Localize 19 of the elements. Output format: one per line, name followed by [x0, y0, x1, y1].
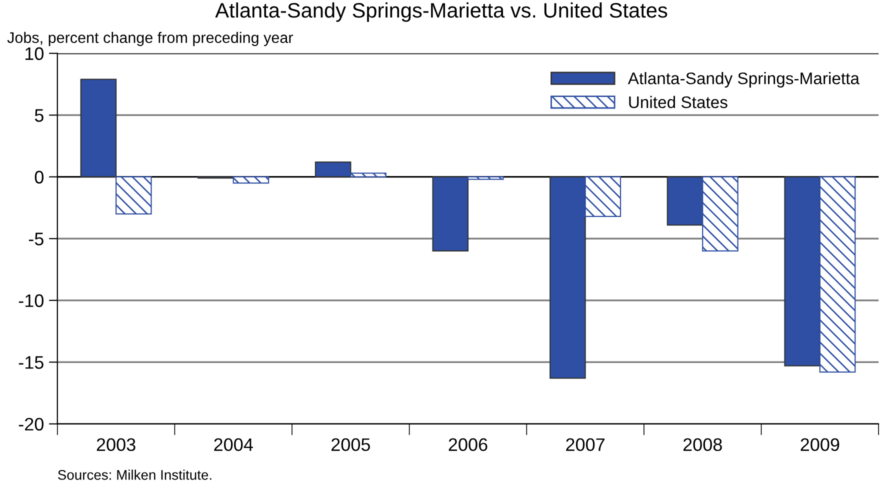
x-tick-label: 2006	[448, 438, 488, 452]
y-tick-label: 10	[25, 47, 44, 60]
legend-label: Atlanta-Sandy Springs-Marietta	[628, 72, 860, 88]
y-tick-label: -5	[28, 232, 44, 246]
y-tick-label: 0	[34, 170, 44, 184]
y-tick-label: -15	[18, 356, 44, 369]
y-tick-label: -10	[18, 294, 44, 308]
source-note: Sources: Milken Institute.	[58, 470, 212, 480]
x-tick-label: 2005	[332, 438, 370, 452]
x-tick-label: 2007	[566, 438, 604, 452]
legend-label: United States	[629, 96, 728, 108]
x-tick-label: 2003	[96, 438, 136, 452]
y-axis-title: Jobs, percent change from preceding year	[7, 32, 294, 46]
chart-title: Atlanta-Sandy Springs-Marietta vs. United States	[215, 2, 668, 22]
y-tick-label: 5	[34, 109, 44, 122]
y-tick-label: -20	[18, 418, 44, 431]
x-tick-label: 2009	[800, 438, 840, 452]
x-tick-label: 2004	[214, 438, 253, 452]
x-tick-label: 2008	[683, 438, 722, 452]
